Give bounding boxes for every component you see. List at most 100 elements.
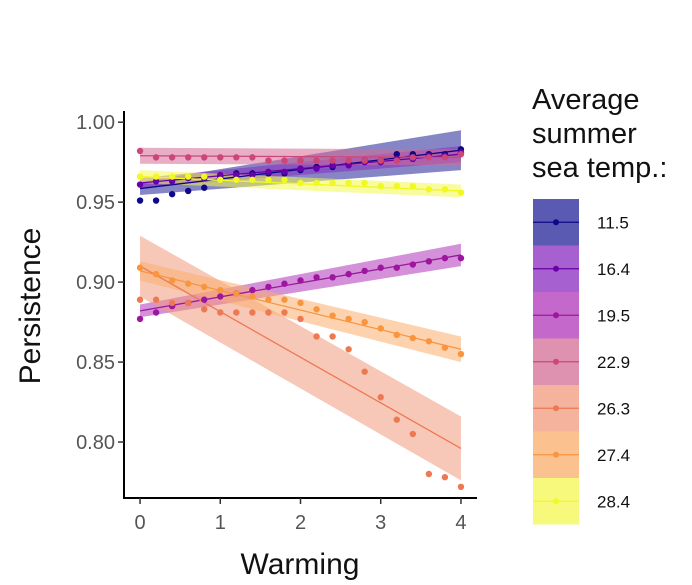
fit-line-26.3 [139,265,462,449]
point-26.3-0 [136,296,144,303]
point-28.4-18 [425,186,433,193]
point-22.9-1 [152,154,160,161]
point-26.3-6 [233,309,240,316]
point-19.5-7 [249,286,256,294]
point-19.5-9 [281,280,288,287]
point-19.5-12 [329,274,336,281]
point-19.5-13 [345,270,352,278]
point-28.4-5 [217,176,224,183]
point-22.9-13 [345,157,352,164]
point-22.9-10 [297,157,304,164]
point-26.3-18 [425,470,433,478]
point-22.9-14 [361,157,368,164]
point-27.4-11 [313,306,320,313]
point-28.4-7 [249,176,256,183]
point-28.4-16 [393,182,400,190]
legend-label-19.5: 19.5 [597,306,630,325]
point-26.3-10 [297,315,304,323]
y-axis-title: Persistence [14,228,47,385]
point-26.3-14 [361,368,368,375]
point-22.9-18 [425,154,433,161]
legend-dot-22.9 [553,358,559,365]
legend-label-22.9: 22.9 [597,353,630,372]
band-27.4 [140,261,461,363]
point-26.3-17 [409,430,417,438]
point-26.3-4 [201,306,208,313]
point-22.9-4 [201,154,208,161]
point-28.4-12 [329,179,336,187]
point-28.4-20 [457,189,465,196]
legend-label-27.4: 27.4 [597,446,630,465]
point-11.5-1 [152,197,160,204]
point-26.3-11 [313,333,320,340]
legend-dot-28.4 [553,498,559,505]
point-16.4-11 [313,165,320,172]
point-26.3-1 [152,296,160,303]
point-28.4-17 [409,182,417,190]
legend-keys: 11.5 16.4 19.5 22.9 26.3 27.4 28.4 [533,199,630,525]
point-27.4-13 [345,315,352,323]
point-27.4-15 [377,325,384,332]
point-28.4-2 [168,173,176,180]
x-axis-title: Warming [241,548,360,581]
legend-title-line-1: Average [532,84,640,116]
point-27.4-3 [184,280,192,287]
legend-dot-16.4 [553,265,559,272]
legend-dot-19.5 [553,312,559,319]
point-16.4-2 [168,178,176,185]
point-27.4-10 [297,299,304,307]
point-22.9-9 [281,157,288,164]
data-points [136,146,465,491]
point-28.4-13 [345,179,352,187]
point-26.3-9 [281,309,288,316]
legend-label-11.5: 11.5 [597,213,629,232]
point-27.4-16 [393,331,400,339]
y-tick-label-2: 0.90 [76,272,115,294]
point-22.9-7 [249,154,256,161]
point-26.3-15 [377,394,384,401]
point-19.5-14 [361,267,368,275]
point-22.9-15 [377,157,384,164]
point-11.5-2 [168,190,176,198]
point-28.4-4 [201,173,208,180]
point-16.4-1 [152,178,160,185]
x-tick-label-0: 0 [134,512,145,534]
point-27.4-6 [233,290,240,297]
legend-title-line-2: summer [532,118,637,150]
point-28.4-0 [136,173,144,180]
point-26.3-7 [249,309,256,316]
point-26.3-8 [265,309,272,316]
legend-label-28.4: 28.4 [597,492,630,511]
point-22.9-20 [457,150,465,158]
point-16.4-13 [345,162,352,169]
point-27.4-7 [249,293,256,300]
x-tick-label-1: 1 [215,512,226,534]
point-28.4-8 [265,176,272,183]
point-26.3-13 [345,346,352,353]
legend-title-line-3: sea temp.: [532,152,667,184]
point-27.4-17 [409,334,417,342]
point-27.4-2 [168,277,176,284]
point-27.4-19 [441,344,449,351]
point-27.4-8 [265,296,272,303]
point-22.9-2 [168,154,176,161]
point-19.5-19 [441,254,449,262]
legend-title: Average summer sea temp.: [532,84,667,184]
point-16.4-10 [297,165,304,172]
point-19.5-0 [136,315,144,323]
point-26.3-12 [329,333,336,340]
x-tick-label-3: 3 [375,512,386,534]
point-27.4-12 [329,312,336,319]
point-26.3-20 [457,483,465,491]
point-19.5-17 [409,261,417,268]
point-19.5-1 [152,309,160,316]
fit-line-22.9 [140,155,461,159]
point-26.3-3 [184,299,192,307]
point-27.4-20 [457,350,465,358]
point-16.4-0 [136,181,144,188]
y-tick-label-3: 0.95 [76,192,115,214]
point-19.5-15 [377,264,384,271]
legend-dot-26.3 [553,405,559,412]
point-28.4-19 [441,186,449,193]
